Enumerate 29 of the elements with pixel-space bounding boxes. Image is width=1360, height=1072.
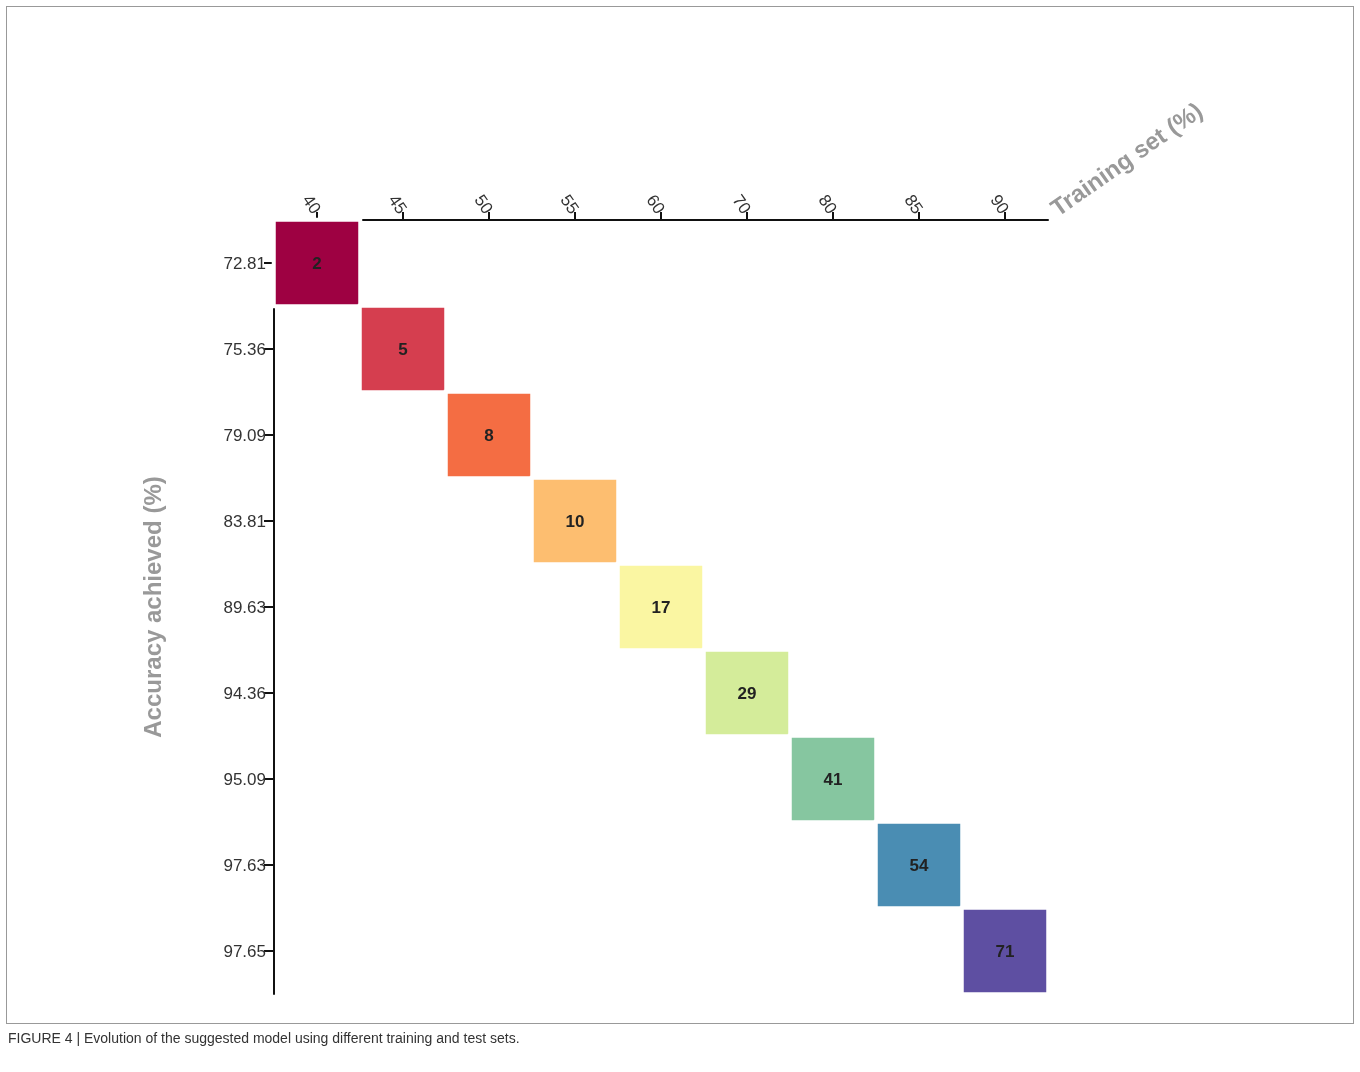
data-label: 8 bbox=[484, 425, 494, 445]
y-tick-label: 72.81 bbox=[223, 253, 266, 273]
x-tick-label: 45 bbox=[384, 191, 411, 218]
y-tick-label: 97.65 bbox=[223, 941, 266, 961]
y-tick-label: 95.09 bbox=[223, 769, 266, 789]
caption: FIGURE 4 | Evolution of the suggested model using different training and test sets. bbox=[8, 1030, 520, 1046]
data-label: 17 bbox=[651, 597, 671, 617]
data-label: 5 bbox=[398, 339, 408, 359]
y-tick-label: 75.36 bbox=[223, 339, 266, 359]
y-axis-title: Accuracy achieved (%) bbox=[138, 476, 166, 738]
y-tick-label: 83.81 bbox=[223, 511, 266, 531]
x-tick-label: 70 bbox=[728, 191, 755, 218]
data-label: 71 bbox=[995, 941, 1015, 961]
data-label: 54 bbox=[909, 855, 929, 875]
data-label: 2 bbox=[312, 253, 322, 273]
y-tick-label: 79.09 bbox=[223, 425, 266, 445]
x-tick-label: 80 bbox=[814, 191, 841, 218]
data-label: 29 bbox=[737, 683, 757, 703]
x-tick-label: 60 bbox=[642, 191, 669, 218]
x-tick-label: 50 bbox=[470, 191, 497, 218]
y-tick-label: 89.63 bbox=[223, 597, 266, 617]
y-tick-label: 94.36 bbox=[223, 683, 266, 703]
x-tick-label: 40 bbox=[298, 191, 325, 218]
x-tick-label: 85 bbox=[900, 191, 927, 218]
data-label: 41 bbox=[823, 769, 843, 789]
x-tick-label: 55 bbox=[556, 191, 583, 218]
y-tick-label: 97.63 bbox=[223, 855, 266, 875]
data-label: 10 bbox=[565, 511, 585, 531]
x-tick-label: 90 bbox=[986, 191, 1013, 218]
